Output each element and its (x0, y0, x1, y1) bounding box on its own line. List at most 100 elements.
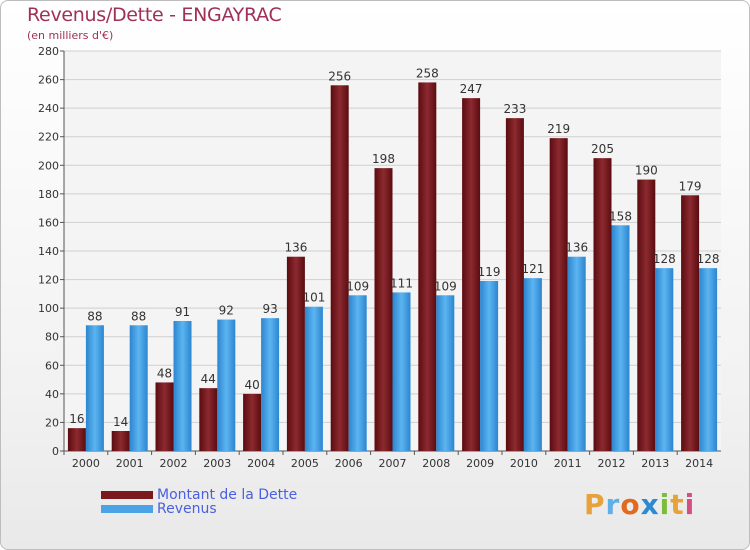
bar-debt (462, 98, 481, 452)
y-tick-label: 280 (38, 45, 59, 58)
bar-debt (681, 195, 700, 451)
legend-swatch-revenue (101, 505, 153, 513)
data-label-revenue: 101 (302, 291, 325, 305)
logo-letter: i (684, 488, 696, 521)
bar-revenue (567, 256, 586, 451)
y-tick-label: 140 (38, 245, 59, 258)
bar-debt (418, 82, 437, 451)
bar-debt (593, 158, 612, 451)
x-tick-label: 2001 (116, 457, 144, 470)
x-tick-label: 2000 (72, 457, 100, 470)
data-label-debt: 256 (328, 69, 351, 83)
bar-revenue (699, 268, 718, 451)
data-label-debt: 247 (460, 82, 483, 96)
data-label-revenue: 109 (346, 279, 369, 293)
bar-revenue (217, 319, 236, 451)
data-label-revenue: 92 (219, 304, 234, 318)
x-tick-label: 2009 (466, 457, 494, 470)
data-label-revenue: 88 (131, 309, 146, 323)
bar-debt (286, 256, 305, 451)
y-tick-label: 20 (45, 416, 59, 429)
bar-debt (199, 388, 218, 451)
data-label-debt: 40 (244, 378, 259, 392)
bar-revenue (85, 325, 104, 451)
bar-debt (330, 85, 349, 452)
bar-revenue (261, 318, 280, 451)
data-label-debt: 219 (547, 122, 570, 136)
logo-letter: i (659, 488, 671, 521)
x-tick-label: 2010 (510, 457, 538, 470)
y-tick-label: 0 (52, 445, 59, 458)
data-label-revenue: 109 (434, 279, 457, 293)
x-tick-label: 2004 (247, 457, 275, 470)
legend-item-revenue: Revenus (101, 501, 217, 517)
x-tick-label: 2002 (160, 457, 188, 470)
y-tick-label: 240 (38, 102, 59, 115)
y-tick-label: 120 (38, 274, 59, 287)
bar-revenue (173, 321, 192, 451)
x-tick-label: 2003 (203, 457, 231, 470)
data-label-revenue: 128 (653, 252, 676, 266)
data-label-debt: 233 (503, 102, 526, 116)
y-tick-label: 260 (38, 74, 59, 87)
data-label-revenue: 136 (565, 241, 588, 255)
data-label-debt: 190 (635, 164, 658, 178)
data-label-debt: 136 (284, 241, 307, 255)
logo-letter: o (620, 488, 641, 521)
bar-debt (243, 393, 262, 451)
y-tick-label: 80 (45, 331, 59, 344)
y-tick-label: 60 (45, 359, 59, 372)
data-label-revenue: 119 (478, 265, 501, 279)
bar-revenue (523, 278, 542, 451)
data-label-revenue: 93 (262, 302, 277, 316)
bar-revenue (480, 281, 499, 451)
logo-letter: r (605, 488, 621, 521)
bar-debt (505, 118, 524, 452)
bar-debt (111, 431, 130, 451)
logo-letter: t (670, 488, 685, 521)
data-label-debt: 44 (201, 372, 216, 386)
data-label-debt: 48 (157, 366, 172, 380)
data-label-debt: 179 (679, 179, 702, 193)
y-tick-label: 160 (38, 216, 59, 229)
y-tick-label: 40 (45, 388, 59, 401)
chart-title: Revenus/Dette - ENGAYRAC (27, 4, 282, 26)
logo-letter: P (584, 488, 606, 521)
x-tick-label: 2012 (598, 457, 626, 470)
bar-debt (374, 168, 393, 451)
bar-revenue (304, 306, 323, 451)
data-label-revenue: 91 (175, 305, 190, 319)
x-tick-label: 2011 (554, 457, 582, 470)
x-tick-label: 2006 (335, 457, 363, 470)
data-label-revenue: 88 (87, 309, 102, 323)
data-label-debt: 14 (113, 415, 128, 429)
bar-revenue (392, 292, 411, 451)
bar-revenue (611, 225, 630, 451)
x-tick-label: 2008 (422, 457, 450, 470)
chart-subtitle: (en milliers d'€) (27, 29, 114, 42)
data-label-debt: 198 (372, 152, 395, 166)
x-tick-label: 2005 (291, 457, 319, 470)
legend-swatch-debt (101, 491, 153, 499)
legend-label-debt: Montant de la Dette (157, 487, 298, 503)
data-label-revenue: 128 (697, 252, 720, 266)
bar-debt (637, 179, 656, 452)
legend-label-revenue: Revenus (157, 501, 217, 517)
data-label-revenue: 111 (390, 276, 413, 290)
y-tick-label: 180 (38, 188, 59, 201)
bar-revenue (655, 268, 674, 451)
bar-revenue (129, 325, 148, 451)
x-tick-label: 2014 (685, 457, 713, 470)
x-tick-label: 2007 (379, 457, 407, 470)
y-tick-label: 200 (38, 159, 59, 172)
bar-revenue (348, 295, 367, 451)
data-label-revenue: 121 (521, 262, 544, 276)
data-label-revenue: 158 (609, 209, 632, 223)
x-tick-label: 2013 (641, 457, 669, 470)
y-tick-label: 220 (38, 131, 59, 144)
legend-item-debt: Montant de la Dette (101, 487, 297, 503)
bar-debt (67, 428, 86, 451)
bar-revenue (436, 295, 455, 451)
